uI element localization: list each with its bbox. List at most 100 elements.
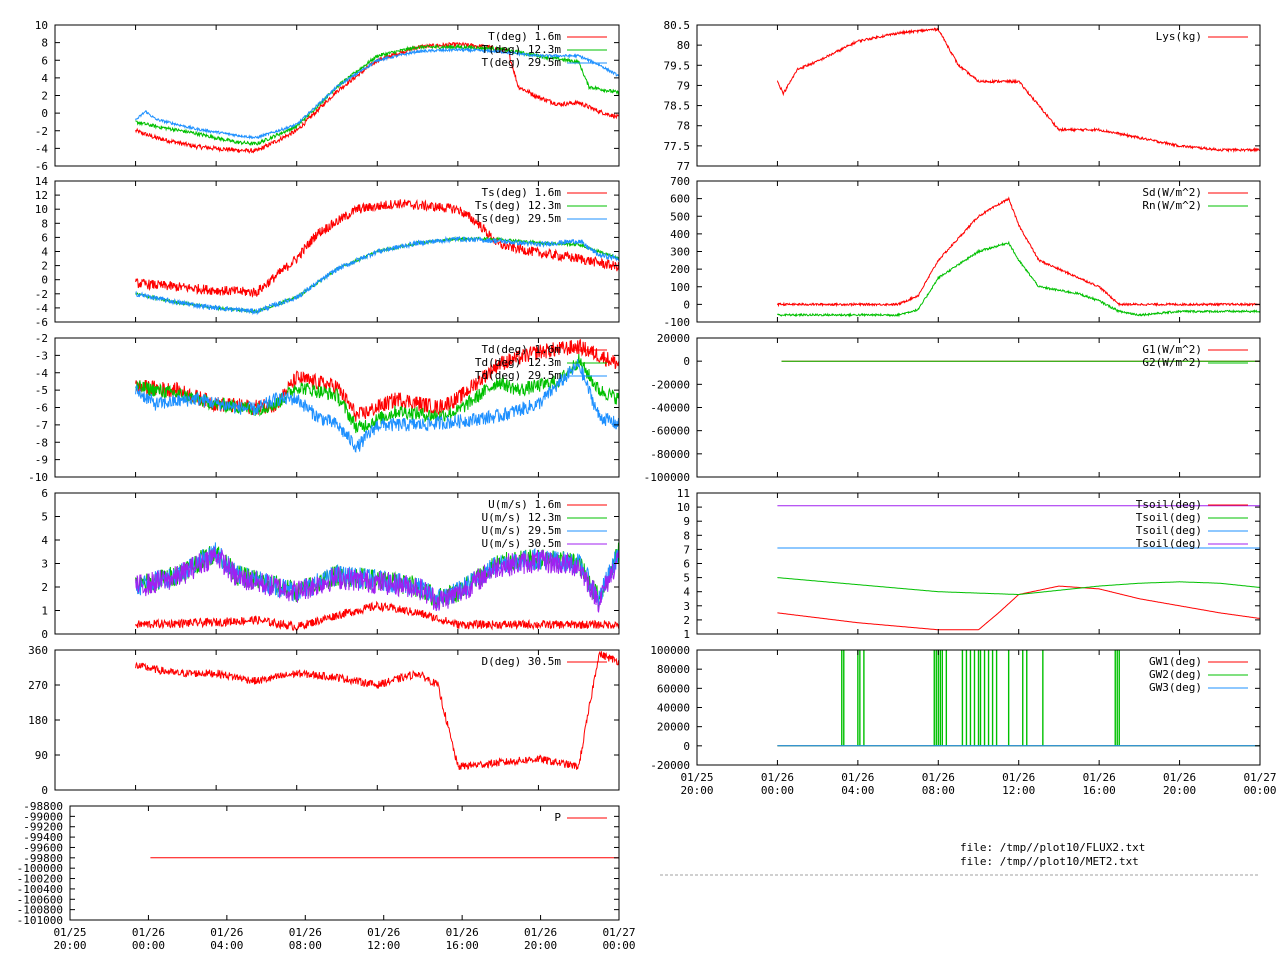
y-tick-label: -2 <box>35 332 48 345</box>
chart-sd: -100 0 100 200 300 400 500 600 700 Sd(W/m^2)Rn(W/… <box>664 175 1261 329</box>
y-tick-label: 40000 <box>657 702 690 715</box>
y-tick-label: -4 <box>35 142 49 155</box>
legend-label: Td(deg) 1.6m <box>482 343 562 356</box>
y-tick-label: -99800 <box>23 852 63 865</box>
y-tick-label: 0 <box>683 355 690 368</box>
y-tick-label: -100600 <box>17 893 63 906</box>
chart-gw: -20000 0 20000 40000 60000 80000 100000 GW1(deg… <box>650 644 1261 772</box>
series-line-t-0 <box>135 41 620 155</box>
y-tick-label: -10 <box>28 471 48 484</box>
y-tick-label: 6 <box>683 558 690 571</box>
x-tick-label-date: 01/27 <box>1243 771 1276 784</box>
series-line-t-2 <box>135 46 620 140</box>
x-tick-label-time: 20:00 <box>524 939 557 952</box>
y-tick-label: 4 <box>41 534 48 547</box>
y-tick-label: 9 <box>683 515 690 528</box>
y-tick-label: 2 <box>41 90 48 103</box>
legend-label: U(m/s) 1.6m <box>488 498 561 511</box>
file-label-met: file: /tmp//plot10/MET2.txt <box>960 855 1139 868</box>
x-tick-label-date: 01/26 <box>1163 771 1196 784</box>
y-tick-label: -100 <box>664 316 691 329</box>
y-tick-label: 60000 <box>657 682 690 695</box>
y-tick-label: 8 <box>683 529 690 542</box>
y-tick-label: 6 <box>41 231 48 244</box>
y-tick-label: -7 <box>35 419 48 432</box>
chart-t: -6 -4 -2 0 2 4 6 8 10 T(deg) 1.6mT(deg) 12.3mT(de… <box>35 19 620 173</box>
x-tick-label-date: 01/25 <box>53 926 86 939</box>
y-tick-label: -8 <box>35 436 48 449</box>
y-tick-label: -9 <box>35 454 48 467</box>
y-tick-label: -100400 <box>17 883 63 896</box>
x-tick-label-date: 01/26 <box>210 926 243 939</box>
chart-g: -100000 -80000 -60000 -40000 -20000 0 20000 G1(… <box>644 332 1261 484</box>
legend-label: G2(W/m^2) <box>1142 356 1202 369</box>
y-tick-label: 0 <box>683 740 690 753</box>
y-tick-label: -100200 <box>17 873 63 886</box>
legend-label: Tsoil(deg) <box>1136 524 1202 537</box>
plot-frame-p <box>69 805 620 921</box>
time-axis-labels: 01/2520:0001/2600:0001/2604:0001/2608:00… <box>53 771 1276 952</box>
legend-label: T(deg) 29.5m <box>482 56 562 69</box>
y-tick-label: 100000 <box>650 644 690 657</box>
legend-label: GW1(deg) <box>1149 655 1202 668</box>
y-tick-label: -6 <box>35 402 48 415</box>
legend-label: G1(W/m^2) <box>1142 343 1202 356</box>
series-line-u-3 <box>135 546 620 614</box>
chart-u: 0 1 2 3 4 5 6 U(m/s) 1.6mU(m/s) 12.3mU(m/s) 29.… <box>41 487 620 641</box>
x-tick-label-time: 08:00 <box>289 939 322 952</box>
legend-label: Lys(kg) <box>1156 30 1202 43</box>
x-tick-label-time: 20:00 <box>53 939 86 952</box>
y-tick-label: 270 <box>28 679 48 692</box>
chart-tsoil: 1234567891011Tsoil(deg)Tsoil(deg)Tsoil(d… <box>677 487 1261 641</box>
x-tick-label-date: 01/26 <box>367 926 400 939</box>
series-line-ts-1 <box>135 235 620 314</box>
x-tick-label-date: 01/26 <box>524 926 557 939</box>
y-tick-label: 1 <box>41 605 48 618</box>
legend-label: P <box>554 811 561 824</box>
series-line-ts-2 <box>135 235 620 316</box>
series-line-sd-0 <box>776 196 1261 308</box>
legend-label: Rn(W/m^2) <box>1142 199 1202 212</box>
legend-label: Tsoil(deg) <box>1136 537 1202 550</box>
y-tick-label: -3 <box>35 349 48 362</box>
y-tick-label: 7 <box>683 543 690 556</box>
y-tick-label: -100000 <box>17 862 63 875</box>
y-tick-label: 10 <box>35 203 48 216</box>
y-tick-label: -4 <box>35 302 49 315</box>
y-tick-label: -6 <box>35 316 48 329</box>
legend-label: Ts(deg) 29.5m <box>475 212 561 225</box>
legend-label: D(deg) 30.5m <box>482 655 562 668</box>
y-tick-label: 2 <box>683 614 690 627</box>
x-tick-label-date: 01/25 <box>680 771 713 784</box>
y-tick-label: -100800 <box>17 904 63 917</box>
x-tick-label-date: 01/26 <box>289 926 322 939</box>
y-tick-label: -4 <box>35 367 49 380</box>
series-line-d-0 <box>135 650 620 771</box>
y-tick-label: 0 <box>41 107 48 120</box>
series-line-tsoil-1 <box>777 577 1261 595</box>
y-tick-label: 1 <box>683 628 690 641</box>
y-tick-label: -99200 <box>23 821 63 834</box>
y-tick-label: 0 <box>683 298 690 311</box>
legend-label: Td(deg) 12.3m <box>475 356 561 369</box>
x-tick-label-date: 01/26 <box>132 926 165 939</box>
y-tick-label: 200 <box>670 263 690 276</box>
x-tick-label-time: 12:00 <box>1002 784 1035 797</box>
legend-label: Ts(deg) 1.6m <box>482 186 562 199</box>
legend-label: T(deg) 1.6m <box>488 30 561 43</box>
legend-label: Tsoil(deg) <box>1136 498 1202 511</box>
y-tick-label: 0 <box>41 274 48 287</box>
y-tick-label: 10 <box>35 19 48 32</box>
y-tick-label: -99400 <box>23 831 63 844</box>
x-tick-label-date: 01/27 <box>602 926 635 939</box>
y-tick-label: 0 <box>41 784 48 797</box>
y-tick-label: -40000 <box>650 402 690 415</box>
legend-label: GW3(deg) <box>1149 681 1202 694</box>
x-tick-label-time: 00:00 <box>1243 784 1276 797</box>
y-tick-label: 12 <box>35 189 48 202</box>
legend-label: T(deg) 12.3m <box>482 43 562 56</box>
y-tick-label: 80000 <box>657 663 690 676</box>
x-tick-label-time: 20:00 <box>680 784 713 797</box>
